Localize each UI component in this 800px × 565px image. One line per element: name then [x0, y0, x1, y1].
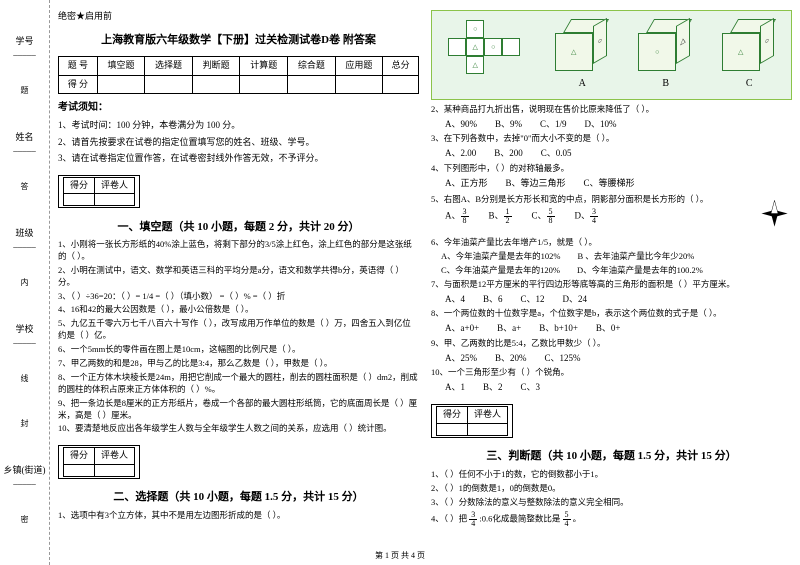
binding-margin: 学号_____ 题 姓名_____ 答 班级_____ 内 学校_____ 线 …	[0, 0, 50, 565]
s2-q10: 10、一个三角形至少有（ ）个锐角。	[431, 367, 792, 379]
compass-icon	[757, 196, 792, 231]
seal-char-5: 封	[19, 419, 30, 435]
s2-q7: 7、与面积是12平方厘米的平行四边形等底等高的三角形的面积是（ ）平方厘米。	[431, 279, 792, 291]
score-h5: 计算题	[240, 57, 288, 76]
page-footer: 第 1 页 共 4 页	[0, 550, 800, 561]
seal-char-4: 线	[19, 374, 30, 390]
s2-q1: 1、选项中有3个立方体，其中不是用左边图形折成的是（ ）。	[58, 510, 419, 522]
score-h3: 选择题	[145, 57, 193, 76]
margin-field-town: 乡镇(街道)_____	[4, 463, 46, 486]
secret-label: 绝密★启用前	[58, 10, 419, 24]
score-h8: 总分	[383, 57, 419, 76]
right-column: ○ △ ○ △ △ ○ A	[431, 10, 792, 545]
section-3-title: 三、判断题（共 10 小题，每题 1.5 分，共计 15 分）	[431, 448, 792, 465]
notice-2: 2、请首先按要求在试卷的指定位置填写您的姓名、班级、学号。	[58, 136, 419, 150]
exam-page: 学号_____ 题 姓名_____ 答 班级_____ 内 学校_____ 线 …	[0, 0, 800, 565]
grader-box-2: 得分 评卷人	[58, 445, 140, 479]
score-h1: 题 号	[59, 57, 98, 76]
s2-q9: 9、甲、乙两数的比是5:4，乙数比甲数少（ ）。	[431, 338, 792, 350]
score-label: 得分	[64, 177, 95, 194]
seal-char-1: 题	[19, 86, 30, 102]
grader-label: 评卷人	[95, 177, 135, 194]
s1-q10: 10、要清楚地反应出各年级学生人数与全年级学生人数之间的关系，应选用（ ）统计图…	[58, 423, 419, 435]
s1-q7: 7、甲乙两数的和是28，甲与乙的比是3:4，那么乙数是（ ），甲数是（ ）。	[58, 358, 419, 370]
score-h7: 应用题	[335, 57, 383, 76]
s1-q4: 4、16和42的最大公因数是（ ），最小公倍数是（ ）。	[58, 304, 419, 316]
score-table: 题 号 填空题 选择题 判断题 计算题 综合题 应用题 总分 得 分	[58, 56, 419, 94]
s1-q1: 1、小刚将一张长方形纸的40%涂上蓝色，将剩下部分的3/5涂上红色，涂上红色的部…	[58, 239, 419, 263]
score-h6: 综合题	[288, 57, 336, 76]
score-r2: 得 分	[59, 75, 98, 94]
s3-q3: 3、（ ）分数除法的意义与整数除法的意义完全相同。	[431, 497, 792, 509]
margin-field-name: 姓名_____	[13, 130, 36, 153]
margin-field-school: 学校_____	[13, 322, 36, 345]
notice-3: 3、请在试卷指定位置作答，在试卷密封线外作答无效，不予评分。	[58, 152, 419, 166]
grader-box-3: 得分 评卷人	[431, 404, 513, 438]
s2-q3: 3、在下列各数中，去掉"0"而大小不变的是（ ）。	[431, 133, 792, 145]
s1-q5: 5、九亿五千零六万七千八百六十写作（ ），改写成用万作单位的数是（ ）万，四舍五…	[58, 318, 419, 342]
score-h2: 填空题	[97, 57, 145, 76]
seal-char-6: 密	[19, 515, 30, 531]
s2-q4: 4、下列图形中，（ ）的对称轴最多。	[431, 163, 792, 175]
s3-q1: 1、（ ）任何不小于1的数，它的倒数都小于1。	[431, 469, 792, 481]
s1-q2: 2、小明在测试中，语文、数学和英语三科的平均分是a分，语文和数学共得b分，英语得…	[58, 265, 419, 289]
s2-q8: 8、一个两位数的十位数字是a，个位数字是b，表示这个两位数的式子是（ ）。	[431, 308, 792, 320]
notice-1: 1、考试时间：100 分钟，本卷满分为 100 分。	[58, 119, 419, 133]
s1-q6: 6、一个5mm长的零件画在图上是10cm，这幅图的比例尺是（ ）。	[58, 344, 419, 356]
s3-q2: 2、（ ）1的倒数是1，0的倒数是0。	[431, 483, 792, 495]
margin-field-class: 班级_____	[13, 226, 36, 249]
triangle-icon: △	[473, 42, 478, 53]
s1-q3: 3、（ ）÷36=20：（ ）= 1/4 =（ ）（填小数） =（ ）% =（ …	[58, 291, 419, 303]
s2-q5: 5、右图A、B分别是长方形长和宽的中点，阴影部分面积是长方形的（ ）。	[431, 194, 751, 206]
s1-q8: 8、一个正方体木块棱长是24m，用把它削成一个最大的圆柱，削去的圆柱面积是（ ）…	[58, 372, 419, 396]
s2-q2: 2、某种商品打九折出售，说明现在售价比原来降低了（ ）。	[431, 104, 792, 116]
seal-char-2: 答	[19, 182, 30, 198]
cube-a: △ ○ A	[555, 19, 610, 91]
cube-b: ○ △ B	[638, 19, 693, 91]
seal-char-3: 内	[19, 278, 30, 294]
section-2-title: 二、选择题（共 10 小题，每题 1.5 分，共计 15 分）	[58, 489, 419, 506]
notice-title: 考试须知：	[58, 100, 419, 115]
s3-q4: 4、（ ）把 34 :0.6化成最简整数比是 54 。	[431, 511, 792, 528]
section-1-title: 一、填空题（共 10 小题，每题 2 分，共计 20 分）	[58, 219, 419, 236]
grader-box-1: 得分 评卷人	[58, 175, 140, 209]
margin-field-id: 学号_____	[13, 34, 36, 57]
cube-c: △ ○ C	[722, 19, 777, 91]
s1-q9: 9、把一条边长是8厘米的正方形纸片，卷成一个各部的最大圆柱形纸筒，它的底面周长是…	[58, 398, 419, 422]
cube-net: ○ △ ○ △	[446, 20, 526, 90]
score-h4: 判断题	[192, 57, 240, 76]
cube-diagram: ○ △ ○ △ △ ○ A	[431, 10, 792, 100]
content-area: 绝密★启用前 上海教育版六年级数学【下册】过关检测试卷D卷 附答案 题 号 填空…	[50, 0, 800, 565]
exam-title: 上海教育版六年级数学【下册】过关检测试卷D卷 附答案	[58, 32, 419, 49]
s2-q6: 6、今年油菜产量比去年增产1/5，就是（ ）。	[431, 237, 792, 249]
s2-q2-opts: A、90% B、9% C、1/9 D、10%	[445, 118, 792, 132]
left-column: 绝密★启用前 上海教育版六年级数学【下册】过关检测试卷D卷 附答案 题 号 填空…	[58, 10, 419, 545]
circle-icon: ○	[473, 24, 477, 35]
